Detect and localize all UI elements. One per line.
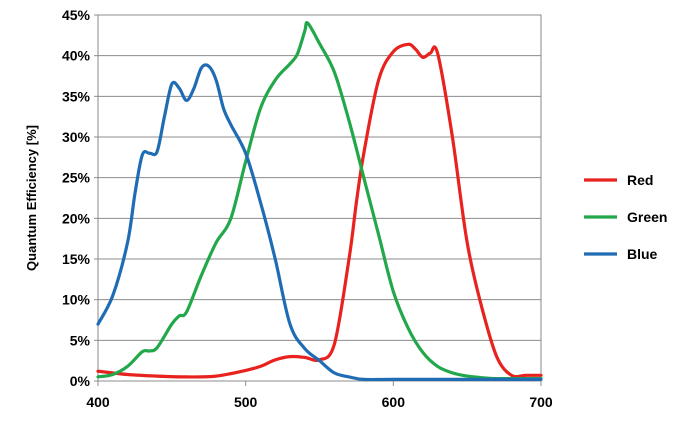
series-lines xyxy=(96,21,543,382)
y-tick-label: 45% xyxy=(62,7,91,23)
axes: 0% 5% 10% 15% 20% 25% 30% 35% 40% 45% 400 500 600 700 xyxy=(62,7,553,410)
y-tick-label: 0% xyxy=(70,373,91,389)
plot-area xyxy=(97,14,542,382)
y-tick-label: 35% xyxy=(62,88,91,104)
gridlines xyxy=(98,14,541,382)
series-line-blue xyxy=(96,63,543,382)
x-tick-label: 500 xyxy=(234,394,258,410)
x-tick-label: 600 xyxy=(382,394,406,410)
y-tick-label: 5% xyxy=(70,332,91,348)
y-tick-label: 25% xyxy=(62,170,91,186)
series-line-green xyxy=(96,21,543,381)
y-tick-label: 10% xyxy=(62,292,91,308)
legend-label-red: Red xyxy=(627,172,653,188)
series-line-red xyxy=(96,42,543,379)
y-tick-label: 30% xyxy=(62,129,91,145)
x-tick-label: 700 xyxy=(529,394,553,410)
legend-label-blue: Blue xyxy=(627,246,658,262)
y-axis-label: Quantum Efficiency [%] xyxy=(24,125,39,271)
legend-label-green: Green xyxy=(627,209,667,225)
y-tick-label: 20% xyxy=(62,210,91,226)
y-tick-label: 15% xyxy=(62,251,91,267)
y-tick-label: 40% xyxy=(62,48,91,64)
x-tick-label: 400 xyxy=(86,394,110,410)
legend: Red Green Blue xyxy=(584,172,667,262)
